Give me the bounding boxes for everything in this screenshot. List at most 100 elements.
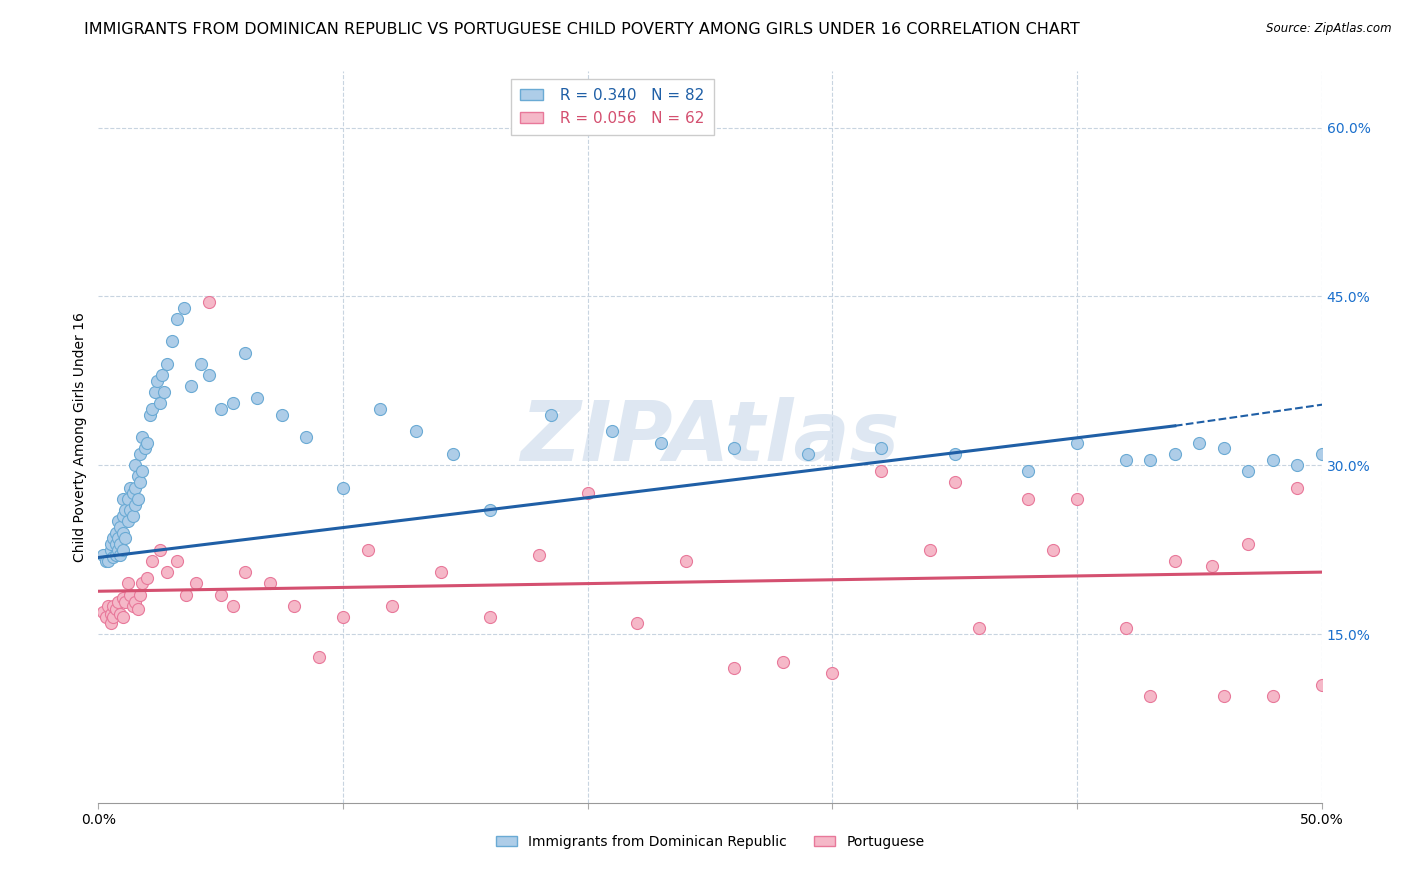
- Point: [97, 554, 120, 568]
- Point: [117, 515, 139, 529]
- Point: [943, 475, 966, 489]
- Point: [209, 401, 232, 416]
- Point: [110, 520, 132, 534]
- Point: [111, 508, 134, 523]
- Point: [1017, 491, 1039, 506]
- Point: [1201, 559, 1223, 574]
- Point: [967, 621, 990, 635]
- Point: [222, 599, 245, 613]
- Text: ZIPAtlas: ZIPAtlas: [520, 397, 900, 477]
- Point: [91, 548, 114, 562]
- Point: [222, 396, 245, 410]
- Point: [141, 401, 163, 416]
- Point: [186, 576, 208, 591]
- Point: [149, 396, 172, 410]
- Point: [190, 357, 212, 371]
- Point: [405, 425, 427, 439]
- Point: [101, 532, 124, 546]
- Legend: Immigrants from Dominican Republic, Portuguese: Immigrants from Dominican Republic, Port…: [491, 830, 929, 855]
- Point: [143, 385, 166, 400]
- Point: [127, 469, 149, 483]
- Point: [101, 550, 124, 565]
- Point: [332, 481, 354, 495]
- Point: [156, 357, 179, 371]
- Point: [131, 430, 153, 444]
- Point: [600, 425, 623, 439]
- Point: [797, 447, 820, 461]
- Point: [111, 525, 134, 540]
- Point: [197, 295, 219, 310]
- Point: [107, 532, 129, 546]
- Point: [1017, 464, 1039, 478]
- Point: [149, 542, 172, 557]
- Point: [110, 548, 132, 562]
- Point: [870, 464, 893, 478]
- Point: [626, 615, 648, 630]
- Point: [1139, 452, 1161, 467]
- Point: [107, 595, 129, 609]
- Point: [723, 661, 745, 675]
- Point: [131, 576, 153, 591]
- Point: [1286, 481, 1309, 495]
- Point: [233, 345, 256, 359]
- Point: [134, 442, 156, 456]
- Point: [723, 442, 745, 456]
- Point: [117, 491, 139, 506]
- Point: [94, 610, 117, 624]
- Point: [295, 430, 318, 444]
- Point: [1286, 458, 1309, 473]
- Point: [1188, 435, 1211, 450]
- Point: [121, 486, 143, 500]
- Point: [870, 442, 893, 456]
- Point: [129, 447, 152, 461]
- Point: [478, 610, 501, 624]
- Point: [127, 491, 149, 506]
- Point: [283, 599, 305, 613]
- Point: [173, 301, 195, 315]
- Point: [270, 408, 294, 422]
- Point: [129, 475, 152, 489]
- Point: [478, 503, 501, 517]
- Point: [650, 435, 672, 450]
- Point: [114, 532, 136, 546]
- Point: [1115, 621, 1137, 635]
- Point: [146, 374, 169, 388]
- Point: [166, 554, 188, 568]
- Point: [1261, 689, 1284, 703]
- Point: [121, 599, 143, 613]
- Point: [100, 542, 122, 557]
- Point: [943, 447, 966, 461]
- Point: [101, 610, 124, 624]
- Point: [160, 334, 183, 349]
- Point: [1310, 447, 1333, 461]
- Point: [1066, 435, 1088, 450]
- Point: [127, 602, 149, 616]
- Point: [209, 588, 232, 602]
- Point: [120, 481, 142, 495]
- Point: [111, 491, 134, 506]
- Point: [821, 666, 844, 681]
- Point: [1139, 689, 1161, 703]
- Point: [124, 458, 146, 473]
- Point: [104, 548, 127, 562]
- Point: [121, 508, 143, 523]
- Point: [104, 537, 127, 551]
- Text: IMMIGRANTS FROM DOMINICAN REPUBLIC VS PORTUGUESE CHILD POVERTY AMONG GIRLS UNDER: IMMIGRANTS FROM DOMINICAN REPUBLIC VS PO…: [84, 22, 1080, 37]
- Point: [100, 615, 122, 630]
- Point: [1042, 542, 1064, 557]
- Point: [104, 602, 127, 616]
- Point: [1212, 689, 1234, 703]
- Point: [332, 610, 354, 624]
- Point: [117, 576, 139, 591]
- Point: [381, 599, 404, 613]
- Point: [114, 595, 136, 609]
- Point: [180, 379, 202, 393]
- Point: [139, 408, 162, 422]
- Point: [1237, 464, 1260, 478]
- Point: [91, 605, 114, 619]
- Point: [1212, 442, 1234, 456]
- Point: [111, 542, 134, 557]
- Point: [1261, 452, 1284, 467]
- Point: [124, 481, 146, 495]
- Point: [1164, 554, 1187, 568]
